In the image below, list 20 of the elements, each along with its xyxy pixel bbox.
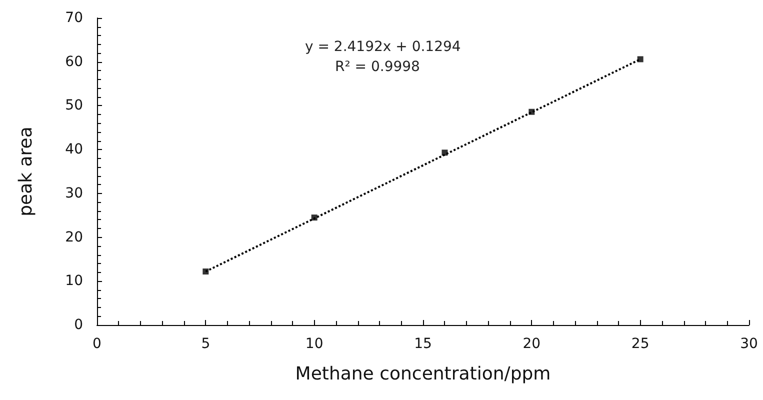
y-tick-label: 20 xyxy=(65,229,83,246)
annotation: y = 2.4192x + 0.1294 xyxy=(304,39,461,55)
y-tick-label: 50 xyxy=(65,98,83,114)
y-tick-label: 70 xyxy=(65,10,83,26)
x-tick-label: 15 xyxy=(414,336,432,352)
point xyxy=(637,56,644,62)
annotation: R² = 0.9998 xyxy=(334,59,420,75)
x-tick-label: 5 xyxy=(201,336,210,352)
x-tick-label: 0 xyxy=(92,336,102,352)
x-tick-label: 30 xyxy=(740,336,758,352)
y-tick-label: 10 xyxy=(65,273,83,290)
x-axis-title: Methane concentration/ppm xyxy=(295,364,551,384)
y-tick-label: 0 xyxy=(74,317,83,333)
y-tick-label: 40 xyxy=(65,142,83,158)
y-axis-title: peak area xyxy=(16,126,36,216)
x-tick-label: 20 xyxy=(522,336,541,352)
x-tick-label: 25 xyxy=(631,336,650,352)
y-tick-label: 60 xyxy=(65,54,83,70)
y-tick-label: 30 xyxy=(65,185,83,202)
x-tick-label: 10 xyxy=(305,336,324,352)
